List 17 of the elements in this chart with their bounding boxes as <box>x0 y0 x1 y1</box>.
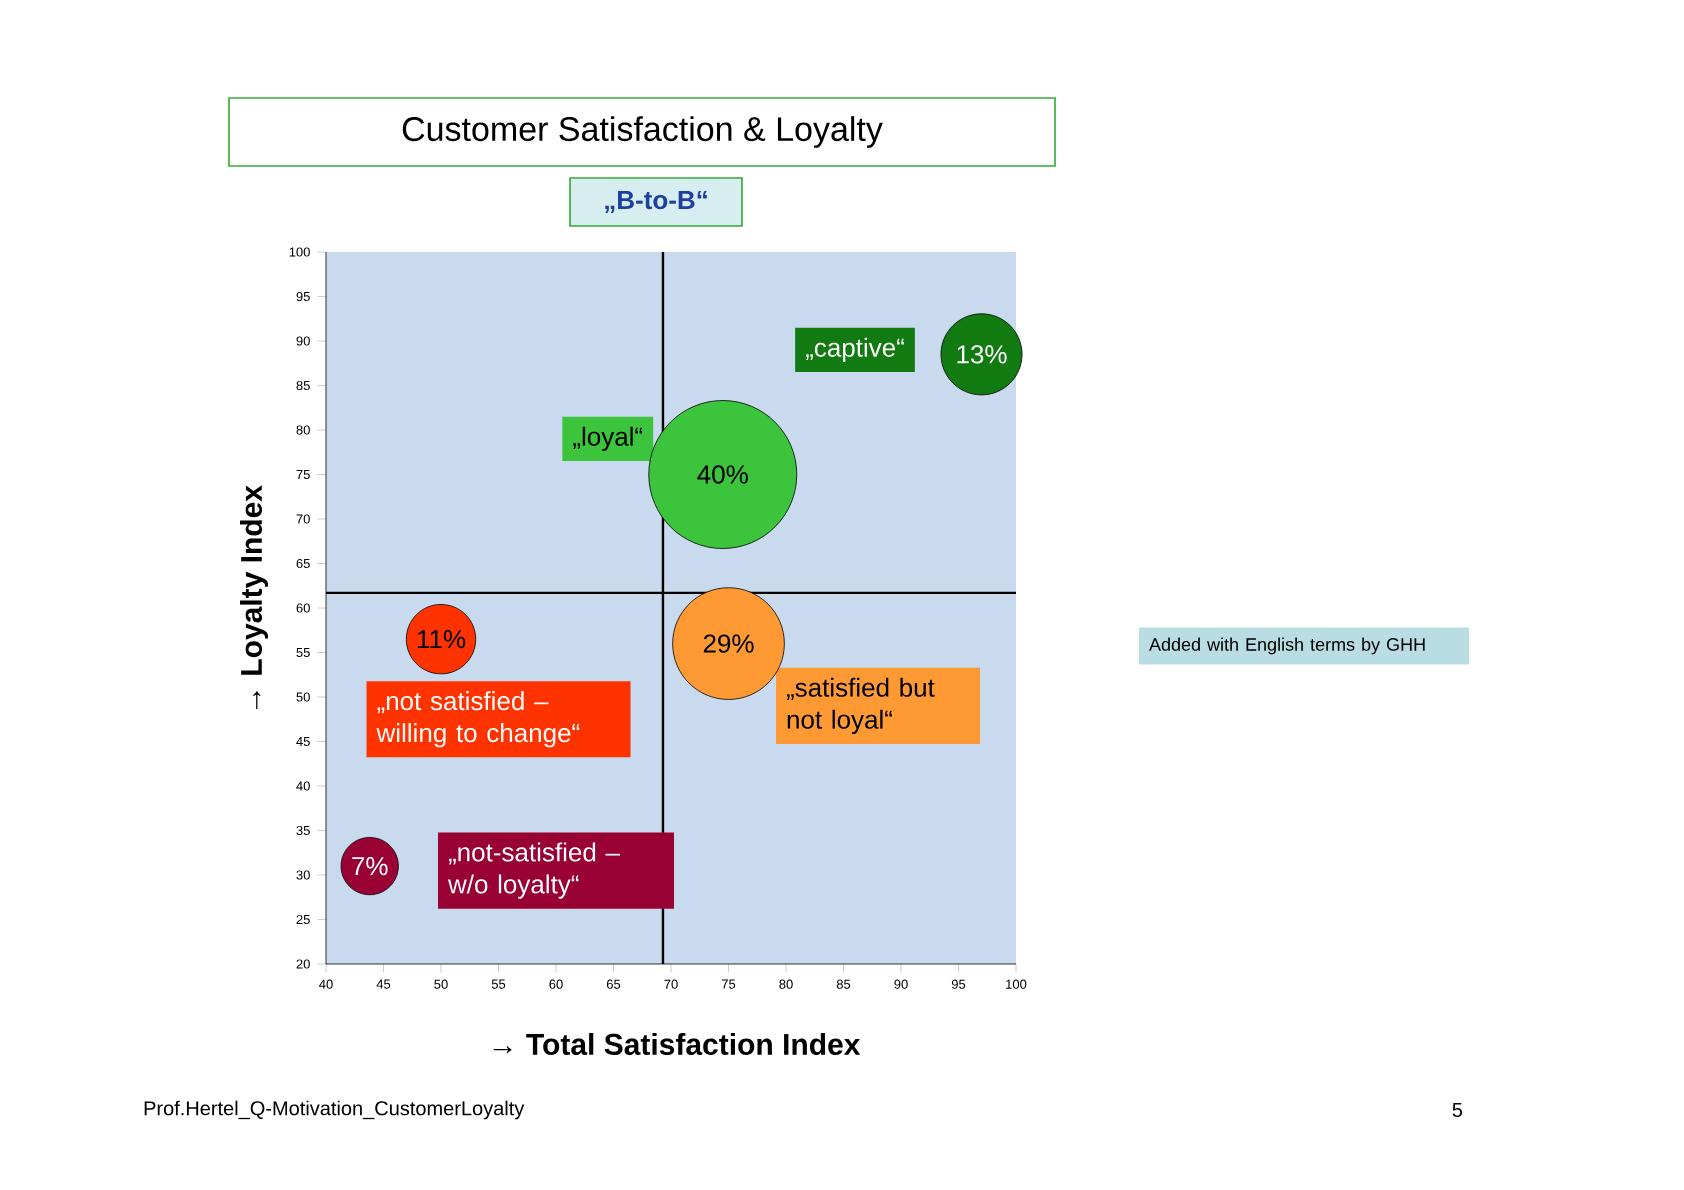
y-axis-title: → Loyalty Index <box>240 485 268 709</box>
text: Added with English terms by GHH <box>1149 637 1425 655</box>
annotation: 13% <box>957 345 1007 364</box>
text: 5 <box>1452 1103 1463 1117</box>
chart-title: Customer Satisfaction & Loyalty <box>402 116 883 148</box>
legend-label: „not-satisfied – w/o loyalty“ <box>447 842 620 899</box>
chart-subtitle: „B-to-B“ <box>605 191 707 213</box>
series-label: „satisfied but not loyal“ <box>786 677 935 735</box>
annotation: 40% <box>697 465 748 484</box>
series-label: „captive“ <box>806 337 904 363</box>
text: Prof.Hertel_Q-Motivation_CustomerLoyalty <box>144 1100 525 1120</box>
annotation: 11% <box>417 630 466 649</box>
annotation: 7% <box>352 857 388 876</box>
x-axis-title: → Total Satisfaction Index <box>493 1032 861 1055</box>
series-label: „loyal“ <box>573 426 643 452</box>
annotation: 29% <box>703 634 754 653</box>
text: „not satisfied – willing to change“ <box>376 691 580 748</box>
